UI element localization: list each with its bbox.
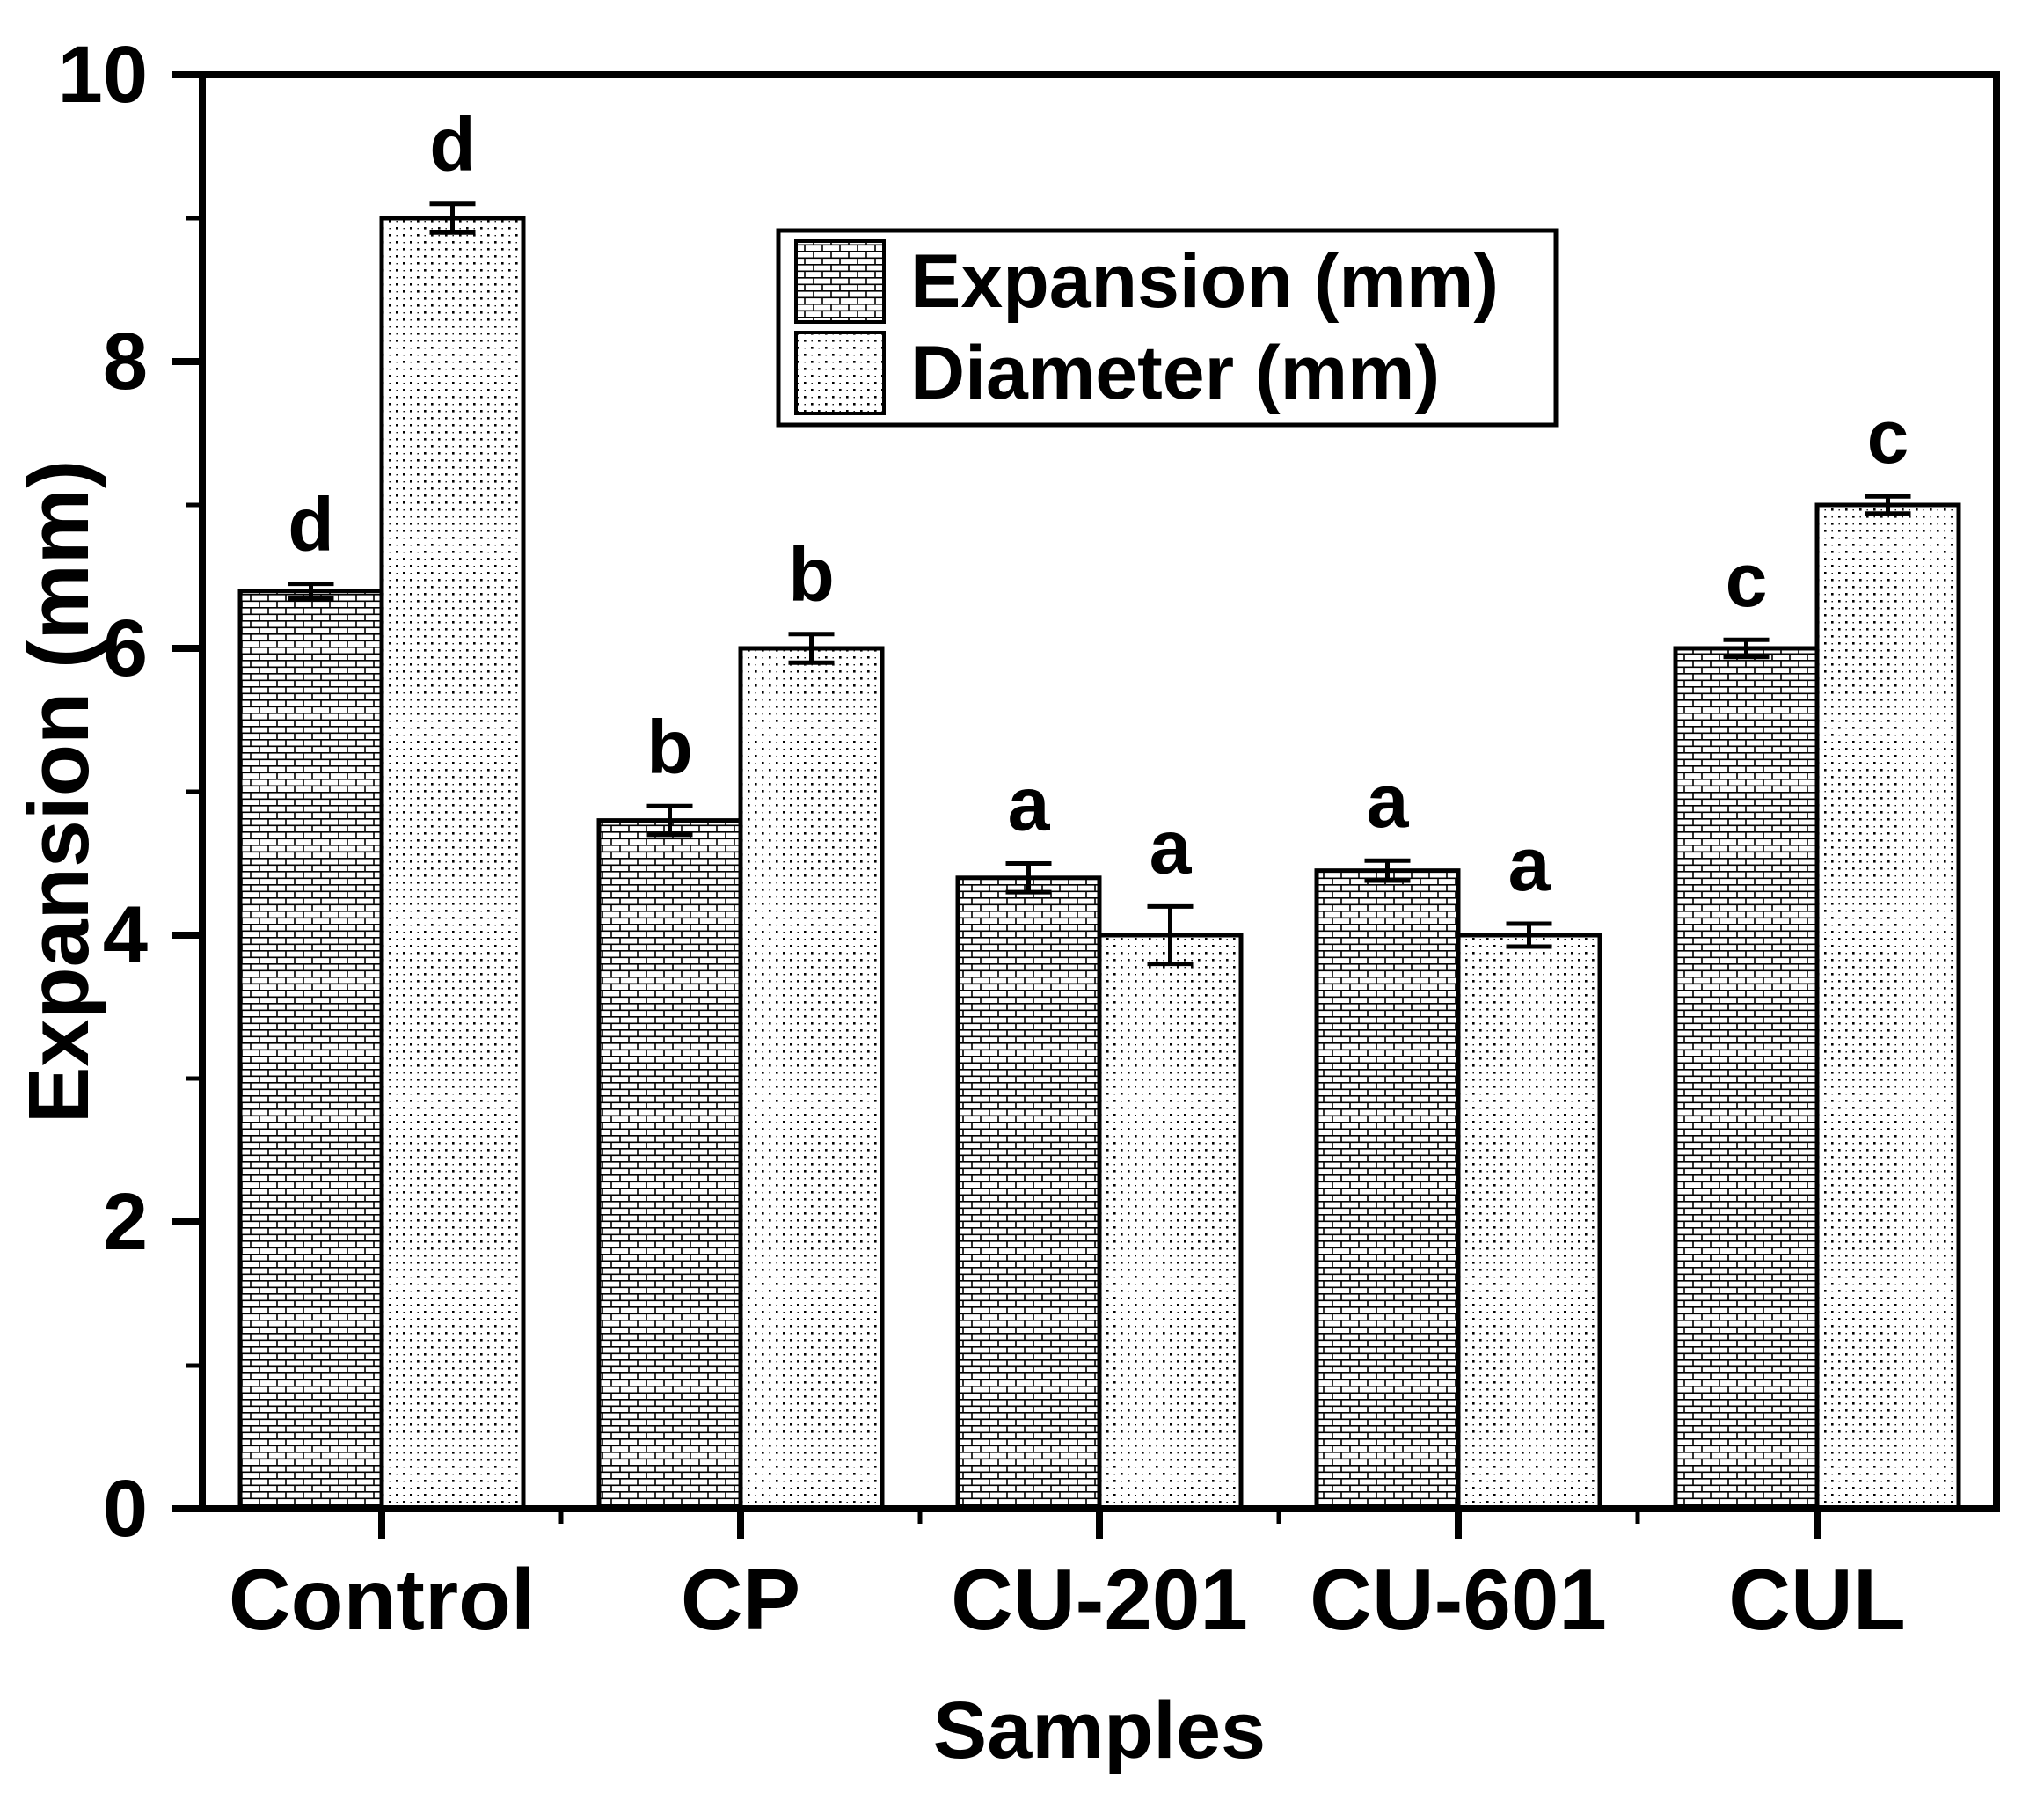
x-category-label: CUL bbox=[1728, 1551, 1905, 1648]
y-tick-label: 6 bbox=[103, 604, 148, 693]
bar-diameter-cu-201 bbox=[1097, 933, 1244, 1511]
x-category-label: CU-601 bbox=[1310, 1551, 1607, 1648]
x-category-label: CU-201 bbox=[951, 1551, 1248, 1648]
significance-letter: b bbox=[788, 533, 835, 618]
y-tick-label: 4 bbox=[103, 890, 148, 980]
x-category-label: Control bbox=[229, 1551, 535, 1648]
chart-root: d d b b a a a a c c 0 2 4 6 8 10 Control CP CU-201 CU-601 CU… bbox=[11, 30, 2000, 1775]
y-tick-label: 2 bbox=[103, 1177, 148, 1267]
legend: Expansion (mm)Diameter (mm) bbox=[776, 228, 1559, 428]
y-tick-label: 10 bbox=[58, 30, 148, 120]
bar-expansion-cu-201 bbox=[955, 875, 1102, 1511]
bar-diameter-control bbox=[379, 216, 526, 1511]
significance-letter: a bbox=[1008, 763, 1051, 847]
significance-letter: a bbox=[1508, 823, 1551, 907]
significance-letter: c bbox=[1726, 538, 1768, 623]
significance-letter: a bbox=[1150, 805, 1193, 889]
significance-letter: d bbox=[288, 483, 334, 567]
legend-swatch-diameter bbox=[794, 331, 886, 415]
y-tick-label: 0 bbox=[103, 1464, 148, 1554]
bar-expansion-cu-601 bbox=[1314, 868, 1461, 1511]
legend-label: Expansion (mm) bbox=[910, 239, 1499, 324]
y-tick-label: 8 bbox=[103, 317, 148, 406]
legend-box bbox=[776, 228, 1559, 428]
x-category-label: CP bbox=[681, 1551, 800, 1648]
bar-expansion-cp bbox=[596, 818, 743, 1511]
legend-swatch-expansion bbox=[794, 239, 886, 324]
bar-diameter-cul bbox=[1814, 502, 1961, 1511]
significance-letter: b bbox=[646, 705, 693, 789]
significance-letter: c bbox=[1867, 395, 1909, 479]
legend-label: Diameter (mm) bbox=[910, 331, 1440, 415]
x-axis-title: Samples bbox=[933, 1686, 1266, 1775]
significance-letter: a bbox=[1367, 759, 1410, 844]
bar-diameter-cu-601 bbox=[1456, 933, 1602, 1511]
bar-diameter-cp bbox=[738, 646, 885, 1511]
y-axis-title: Expansion (mm) bbox=[11, 460, 106, 1124]
bar-expansion-control bbox=[237, 589, 384, 1511]
significance-letter: d bbox=[429, 103, 476, 187]
bar-expansion-cul bbox=[1673, 646, 1820, 1511]
